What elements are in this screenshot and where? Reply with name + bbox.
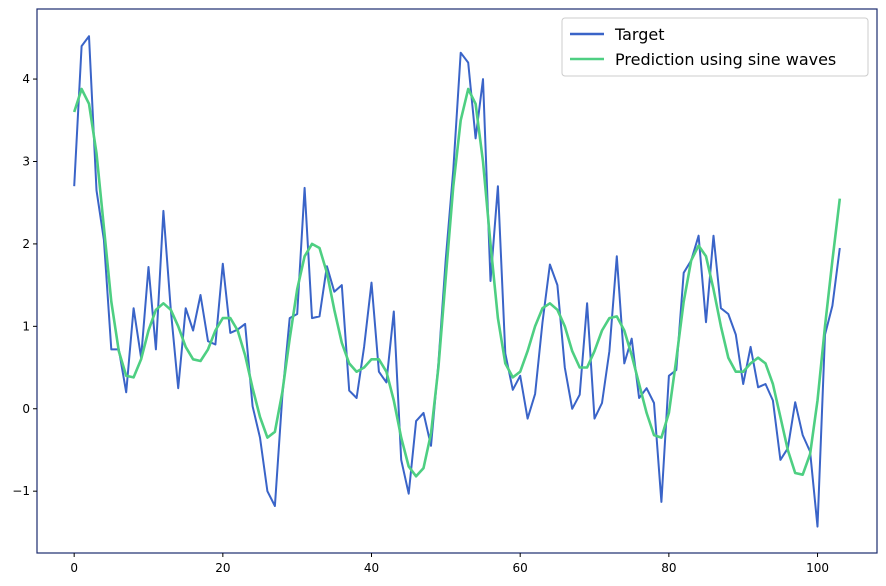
y-tick-label: 0 xyxy=(22,402,30,416)
plot-frame xyxy=(36,8,878,554)
series-line-prediction xyxy=(72,87,842,478)
legend-label: Target xyxy=(614,25,665,44)
x-tick-label: 20 xyxy=(215,561,230,575)
plot-border xyxy=(36,8,878,554)
y-tick-label: 3 xyxy=(22,154,30,168)
y-tick-label: 2 xyxy=(22,237,30,251)
x-axis: 0 20 40 60 80 100 xyxy=(70,553,829,575)
legend-box xyxy=(561,17,869,77)
y-tick-label: 4 xyxy=(22,72,30,86)
y-tick-label: 1 xyxy=(22,319,30,333)
x-tick-label: 0 xyxy=(70,561,78,575)
y-axis: −1 0 1 2 3 4 xyxy=(12,72,37,498)
series-layer xyxy=(72,35,842,528)
x-tick-label: 40 xyxy=(364,561,379,575)
x-tick-label: 80 xyxy=(661,561,676,575)
series-line-target xyxy=(73,35,841,528)
legend-label: Prediction using sine waves xyxy=(615,50,836,69)
x-tick-label: 60 xyxy=(513,561,528,575)
x-tick-label: 100 xyxy=(806,561,829,575)
y-tick-label: −1 xyxy=(12,484,30,498)
legend: Target Prediction using sine waves xyxy=(561,17,869,77)
